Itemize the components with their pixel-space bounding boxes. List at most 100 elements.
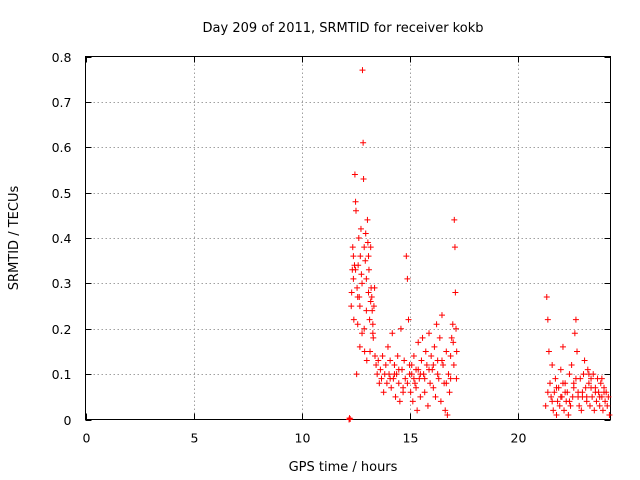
data-point bbox=[438, 357, 445, 364]
data-point bbox=[368, 293, 375, 300]
y-tick-labels: 0 0.1 0.2 0.3 0.4 0.5 0.6 0.7 0.8 bbox=[52, 50, 72, 428]
data-point bbox=[545, 348, 552, 355]
data-point bbox=[352, 198, 359, 205]
x-tick-label: 0 bbox=[83, 431, 91, 446]
data-point bbox=[365, 266, 372, 273]
x-tick-labels: 0 5 10 15 20 bbox=[83, 431, 527, 446]
data-point bbox=[581, 357, 588, 364]
data-point bbox=[447, 352, 454, 359]
data-point bbox=[364, 239, 371, 246]
data-point bbox=[430, 384, 437, 391]
data-point bbox=[359, 280, 366, 287]
data-point bbox=[402, 375, 409, 382]
data-point bbox=[421, 375, 428, 382]
data-point bbox=[354, 321, 361, 328]
data-point bbox=[365, 253, 372, 260]
data-point bbox=[372, 352, 379, 359]
data-point bbox=[598, 375, 605, 382]
x-tick-label: 10 bbox=[295, 431, 311, 446]
data-point bbox=[584, 366, 591, 373]
data-point bbox=[588, 375, 595, 382]
data-point bbox=[359, 67, 366, 74]
data-point bbox=[395, 380, 402, 387]
y-tick-label: 0.3 bbox=[52, 276, 72, 291]
data-point bbox=[544, 389, 551, 396]
data-point bbox=[365, 289, 372, 296]
data-point bbox=[414, 407, 421, 414]
data-point bbox=[388, 384, 395, 391]
data-point bbox=[361, 325, 368, 332]
data-point bbox=[566, 398, 573, 405]
data-points bbox=[346, 67, 613, 423]
data-point bbox=[606, 411, 613, 418]
data-point bbox=[351, 171, 358, 178]
data-point bbox=[346, 415, 353, 422]
data-point bbox=[580, 371, 587, 378]
y-tick-label: 0.6 bbox=[52, 140, 72, 155]
data-point bbox=[362, 230, 369, 237]
data-point bbox=[566, 371, 573, 378]
data-point bbox=[424, 402, 431, 409]
data-point bbox=[359, 330, 366, 337]
data-point bbox=[367, 298, 374, 305]
data-point bbox=[367, 244, 374, 251]
data-point bbox=[553, 411, 560, 418]
data-point bbox=[551, 389, 558, 396]
data-point bbox=[380, 389, 387, 396]
data-point bbox=[583, 393, 590, 400]
y-tick-label: 0.8 bbox=[52, 50, 72, 65]
data-point bbox=[407, 389, 414, 396]
data-point bbox=[451, 244, 458, 251]
data-point bbox=[428, 352, 435, 359]
data-point bbox=[548, 393, 555, 400]
data-point bbox=[437, 398, 444, 405]
data-point bbox=[589, 393, 596, 400]
data-point bbox=[582, 384, 589, 391]
data-point bbox=[605, 393, 612, 400]
data-point bbox=[554, 398, 561, 405]
data-point bbox=[452, 289, 459, 296]
data-point bbox=[376, 380, 383, 387]
data-point bbox=[588, 384, 595, 391]
data-point bbox=[444, 411, 451, 418]
grid-lines bbox=[85, 56, 611, 420]
data-point bbox=[395, 366, 402, 373]
data-point bbox=[387, 375, 394, 382]
data-point bbox=[453, 348, 460, 355]
data-point bbox=[410, 375, 417, 382]
data-point bbox=[369, 307, 376, 314]
y-tick-label: 0 bbox=[64, 413, 72, 428]
y-axis-label: SRMTID / TECUs bbox=[7, 186, 22, 291]
data-point bbox=[373, 362, 380, 369]
data-point bbox=[569, 393, 576, 400]
data-point bbox=[356, 303, 363, 310]
data-point bbox=[406, 371, 413, 378]
data-point bbox=[415, 366, 422, 373]
data-point bbox=[362, 257, 369, 264]
data-point bbox=[571, 330, 578, 337]
data-point bbox=[432, 393, 439, 400]
data-point bbox=[543, 293, 550, 300]
x-axis-label: GPS time / hours bbox=[289, 460, 398, 475]
data-point bbox=[436, 334, 443, 341]
data-point bbox=[364, 216, 371, 223]
data-point bbox=[413, 384, 420, 391]
data-point bbox=[449, 321, 456, 328]
data-point bbox=[596, 402, 603, 409]
data-point bbox=[391, 362, 398, 369]
data-point bbox=[431, 343, 438, 350]
data-point bbox=[451, 216, 458, 223]
data-point bbox=[377, 366, 384, 373]
data-point bbox=[559, 380, 566, 387]
y-tick-label: 0.5 bbox=[52, 186, 72, 201]
data-point bbox=[433, 321, 440, 328]
data-point bbox=[396, 398, 403, 405]
data-point bbox=[446, 389, 453, 396]
data-point bbox=[367, 348, 374, 355]
data-point bbox=[357, 253, 364, 260]
data-point bbox=[371, 284, 378, 291]
data-point bbox=[592, 389, 599, 396]
data-point bbox=[417, 393, 424, 400]
data-point bbox=[374, 371, 381, 378]
data-point bbox=[599, 407, 606, 414]
